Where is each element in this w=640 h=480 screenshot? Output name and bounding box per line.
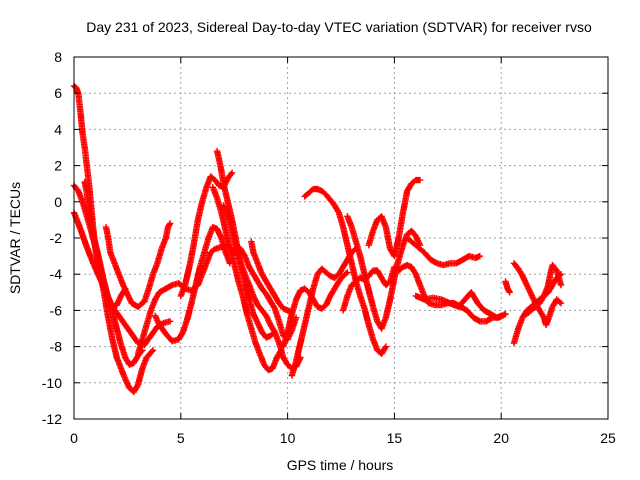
data-points-arc-13 bbox=[248, 238, 296, 316]
data-series bbox=[209, 184, 285, 374]
data-series bbox=[523, 261, 565, 318]
data-points-arc-22 bbox=[412, 289, 505, 321]
x-axis-label: GPS time / hours bbox=[287, 457, 394, 473]
data-points-arc-26 bbox=[502, 278, 513, 296]
grid bbox=[74, 57, 608, 419]
y-tick-label: -2 bbox=[50, 230, 63, 246]
data-series bbox=[365, 176, 424, 260]
y-tick-label: 0 bbox=[54, 194, 62, 210]
y-tick-label: 4 bbox=[54, 121, 62, 137]
data-points-arc-16 bbox=[301, 185, 390, 357]
data-series bbox=[301, 185, 390, 357]
y-tick-label: 8 bbox=[54, 49, 62, 65]
data-series bbox=[102, 220, 174, 310]
data-series bbox=[412, 289, 505, 321]
data-points-arc-4 bbox=[81, 178, 129, 310]
data-points-arc-10 bbox=[209, 184, 285, 374]
data-series bbox=[288, 245, 360, 379]
data-points-arc-19 bbox=[365, 176, 424, 260]
y-tick-label: 2 bbox=[54, 158, 62, 174]
x-tick-label: 25 bbox=[600, 430, 616, 446]
y-tick-label: -6 bbox=[50, 302, 63, 318]
data-series bbox=[502, 278, 513, 296]
data-series bbox=[404, 234, 483, 269]
data-points-arc-12 bbox=[233, 242, 300, 343]
chart-title: Day 231 of 2023, Sidereal Day-to-day VTE… bbox=[86, 19, 592, 35]
data-points-arc-5 bbox=[102, 220, 174, 310]
data-series bbox=[81, 178, 129, 310]
x-tick-label: 10 bbox=[280, 430, 296, 446]
data-series bbox=[248, 238, 296, 316]
y-tick-label: 6 bbox=[54, 85, 62, 101]
x-tick-label: 5 bbox=[177, 430, 185, 446]
y-tick-label: -4 bbox=[50, 266, 63, 282]
data-points-arc-20 bbox=[404, 234, 483, 269]
data-series bbox=[233, 242, 300, 343]
y-tick-label: -8 bbox=[50, 339, 63, 355]
axis-ticks: 0 5 10 15 20 25 -12 -10 -8 -6 -4 -2 0 2 4 6 8 bbox=[42, 49, 616, 446]
data-points-arc-7 bbox=[152, 223, 234, 345]
plot-area bbox=[70, 82, 565, 396]
data-points-arc-25 bbox=[523, 261, 565, 318]
data-points-arc-15 bbox=[288, 245, 360, 379]
data-points-arc-18 bbox=[339, 263, 398, 314]
x-tick-label: 0 bbox=[70, 430, 78, 446]
x-tick-label: 15 bbox=[387, 430, 403, 446]
data-series bbox=[339, 263, 398, 314]
x-tick-label: 20 bbox=[493, 430, 509, 446]
data-series bbox=[152, 223, 234, 345]
y-tick-label: -10 bbox=[42, 375, 62, 391]
y-tick-label: -12 bbox=[42, 411, 62, 427]
y-axis-label: SDTVAR / TECUs bbox=[7, 182, 23, 294]
